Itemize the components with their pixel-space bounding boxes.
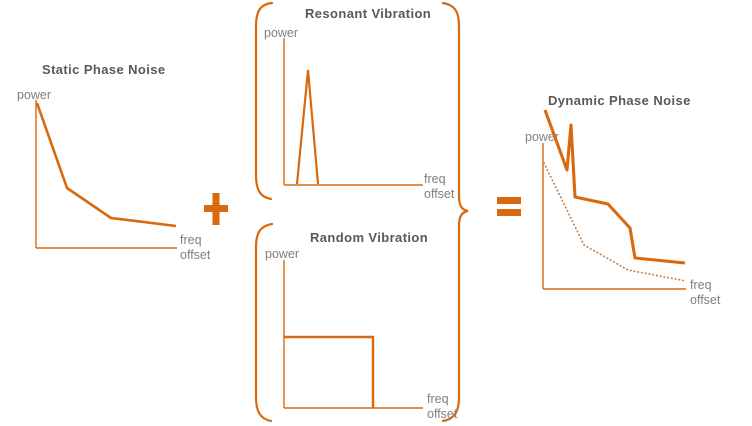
right-brace bbox=[441, 1, 469, 423]
resonant-freq-label-line2: offset bbox=[424, 187, 455, 201]
resonant-spike-curve bbox=[295, 69, 320, 185]
random-freq-label-line2: offset bbox=[427, 407, 458, 421]
vibration-group-braces bbox=[254, 1, 469, 423]
random-vibration-plot bbox=[283, 260, 423, 409]
random-freq-label-line1: freq bbox=[427, 392, 449, 406]
static-phase-noise-plot bbox=[35, 100, 177, 249]
dynamic-freq-label-line2: offset bbox=[690, 293, 721, 307]
dynamic-freq-label-line1: freq bbox=[690, 278, 712, 292]
dynamic-freq-offset-axis-label: freq offset bbox=[690, 278, 720, 308]
equals-operator bbox=[497, 197, 521, 216]
static-freq-offset-axis-label: freq offset bbox=[180, 233, 210, 263]
static-noise-curve bbox=[35, 102, 177, 228]
random-freq-offset-axis-label: freq offset bbox=[427, 392, 457, 422]
dynamic-static-reference-curve bbox=[543, 162, 687, 282]
resonant-vibration-title: Resonant Vibration bbox=[305, 6, 432, 21]
dynamic-noise-curve bbox=[543, 109, 686, 265]
dynamic-phase-noise-title: Dynamic Phase Noise bbox=[548, 93, 691, 108]
random-power-axis-label: power bbox=[265, 247, 300, 261]
resonant-freq-offset-axis-label: freq offset bbox=[424, 172, 454, 202]
equals-bottom-bar bbox=[497, 209, 521, 216]
dynamic-phase-noise-plot bbox=[542, 109, 687, 290]
static-freq-label-line2: offset bbox=[180, 248, 211, 262]
static-phase-noise-title: Static Phase Noise bbox=[42, 62, 166, 77]
static-freq-label-line1: freq bbox=[180, 233, 202, 247]
equals-top-bar bbox=[497, 197, 521, 204]
resonant-vibration-plot bbox=[283, 38, 423, 186]
dynamic-power-axis-label: power bbox=[525, 130, 560, 144]
left-brace-upper bbox=[254, 1, 274, 201]
plus-operator bbox=[204, 193, 228, 225]
resonant-freq-label-line1: freq bbox=[424, 172, 446, 186]
resonant-power-axis-label: power bbox=[264, 26, 299, 40]
static-power-axis-label: power bbox=[17, 88, 52, 102]
left-brace-lower bbox=[254, 222, 274, 423]
random-vibration-title: Random Vibration bbox=[310, 230, 429, 245]
random-plateau-curve bbox=[284, 335, 375, 408]
plus-horizontal-bar bbox=[204, 205, 228, 212]
